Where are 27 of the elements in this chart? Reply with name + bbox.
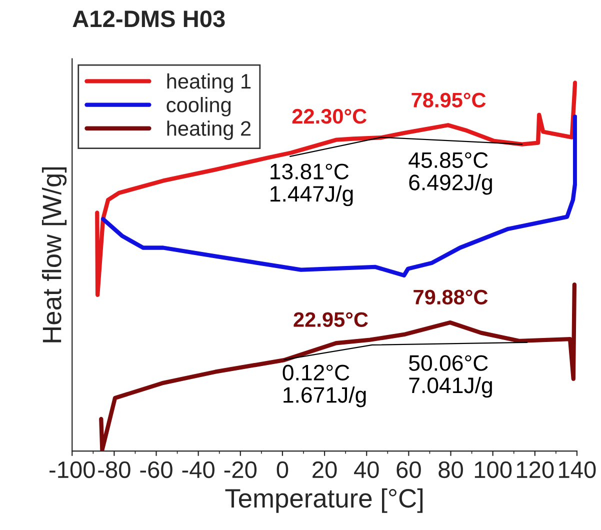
annotation: 22.30°C [292, 108, 367, 124]
annotation: 22.95°C [294, 312, 368, 327]
x-tick-label: -40 [182, 461, 214, 478]
x-tick-label: 80 [438, 461, 463, 478]
y-axis-title: Heat flow [W/g] [42, 167, 67, 342]
x-tick-label: 20 [312, 461, 337, 478]
x-tick-label: 60 [396, 461, 421, 478]
annotation: 50.06°C 7.041J/g [409, 355, 492, 398]
legend-label: heating 1 [167, 73, 251, 93]
x-tick-label: 120 [516, 461, 554, 478]
x-tick-label: 100 [474, 461, 512, 478]
x-tick-label: -20 [224, 461, 257, 478]
annotation: 45.85°C 6.492J/g [408, 152, 492, 195]
x-tick-label: 40 [354, 461, 379, 478]
chart-title: A12-DMS H03 [72, 10, 225, 28]
x-tick-label: 0 [276, 461, 288, 478]
x-tick-label: 140 [559, 461, 596, 478]
annotation: 78.95°C [412, 92, 486, 108]
legend-label: cooling [166, 97, 231, 116]
x-tick-label: -100 [50, 461, 95, 478]
x-tick-label: -60 [140, 461, 172, 478]
x-axis-title: Temperature [°C] [225, 488, 423, 513]
legend-label: heating 2 [167, 120, 251, 140]
x-tick-label: -80 [98, 461, 130, 478]
annotation: 0.12°C 1.671J/g [282, 364, 366, 408]
annotation: 13.81°C 1.447J/g [270, 164, 353, 206]
annotation: 79.88°C [414, 290, 488, 304]
